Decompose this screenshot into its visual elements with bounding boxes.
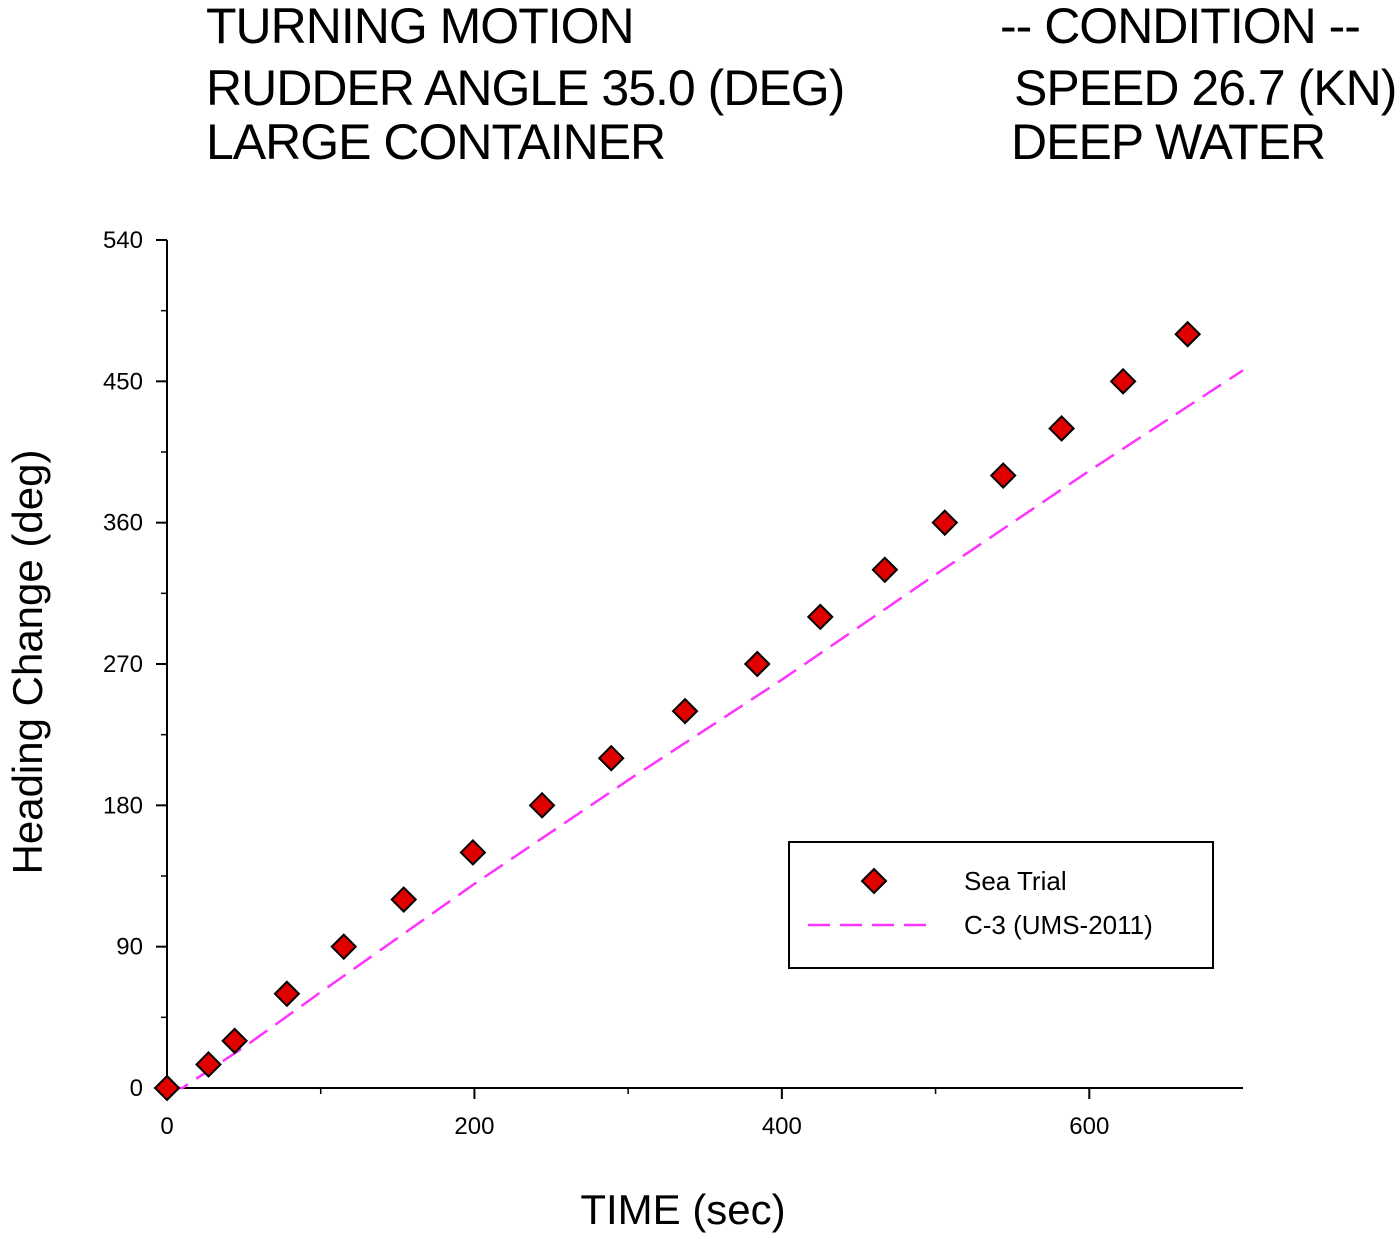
legend-sea-trial-marker — [860, 867, 888, 895]
axes: 0 90 180 270 360 450 540 0 200 400 600 TIME (sec) He… — [4, 227, 1243, 1233]
c3-model-line-layer — [167, 369, 1244, 1090]
sea-trial-marker-layer — [153, 320, 1202, 1102]
c3-model-line — [167, 369, 1244, 1090]
x-tick-label-400: 400 — [762, 1113, 802, 1140]
header-right-line-2: SPEED 26.7 (KN) — [1014, 60, 1397, 116]
header-left-line-1: TURNING MOTION — [206, 0, 635, 54]
x-axis-title: TIME (sec) — [580, 1186, 785, 1233]
sea-trial-point — [1048, 415, 1076, 442]
sea-trial-point — [273, 980, 301, 1008]
sea-trial-point — [153, 1074, 181, 1102]
y-tick-label-270: 270 — [103, 651, 143, 678]
y-axis-title: Heading Change (deg) — [4, 450, 51, 875]
x-tick-label-200: 200 — [454, 1113, 494, 1140]
sea-trial-point — [459, 839, 487, 866]
header-left-line-2: RUDDER ANGLE 35.0 (DEG) — [206, 60, 845, 116]
legend-box — [788, 841, 1214, 969]
header-right-line-1: -- CONDITION -- — [1000, 0, 1361, 54]
sea-trial-point — [989, 462, 1017, 489]
header-right-line-3: DEEP WATER — [1011, 114, 1326, 170]
sea-trial-point — [390, 886, 418, 913]
sea-trial-point — [743, 650, 771, 678]
y-tick-label-0: 0 — [130, 1075, 143, 1102]
sea-trial-point — [597, 744, 625, 772]
sea-trial-point — [671, 697, 699, 725]
sea-trial-point — [330, 933, 358, 961]
legend-c3-label: C-3 (UMS-2011) — [964, 910, 1153, 940]
y-tick-label-450: 450 — [103, 368, 143, 395]
x-tick-label-0: 0 — [160, 1113, 173, 1140]
y-tick-label-360: 360 — [103, 510, 143, 537]
sea-trial-point — [931, 509, 959, 537]
sea-trial-point — [1109, 367, 1137, 395]
sea-trial-point — [806, 603, 834, 631]
legend: Sea Trial C-3 (UMS-2011) — [788, 841, 1214, 969]
sea-trial-point — [871, 556, 899, 584]
sea-trial-point — [1174, 320, 1202, 348]
y-tick-label-90: 90 — [116, 934, 143, 961]
y-tick-label-180: 180 — [103, 792, 143, 819]
header-left-line-3: LARGE CONTAINER — [206, 114, 666, 170]
y-tick-label-540: 540 — [103, 227, 143, 254]
sea-trial-point — [195, 1051, 222, 1078]
legend-sea-trial-label: Sea Trial — [964, 866, 1067, 896]
x-tick-label-600: 600 — [1069, 1113, 1109, 1140]
sea-trial-point — [528, 791, 556, 819]
sea-trial-point — [221, 1027, 249, 1055]
